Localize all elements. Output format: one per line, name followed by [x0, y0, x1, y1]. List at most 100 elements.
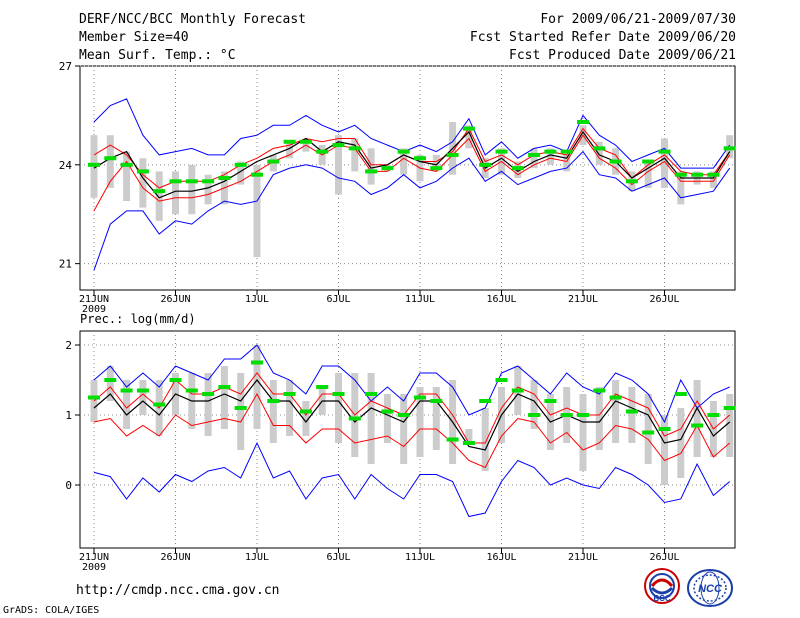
spread-box — [579, 394, 587, 471]
x-tick-label: 26JUL — [649, 552, 679, 563]
spread-box — [286, 380, 294, 436]
observed-marker — [169, 378, 182, 382]
observed-marker — [88, 162, 100, 167]
title-left-1: DERF/NCC/BCC Monthly Forecast — [79, 12, 306, 27]
x-tick-label: 26JUL — [649, 294, 679, 305]
spread-box — [383, 394, 391, 443]
x-tick-label: 26JUN — [160, 294, 190, 305]
series-mean-line — [93, 379, 731, 451]
observed-marker — [283, 392, 296, 396]
observed-marker — [365, 169, 378, 174]
spread-box — [628, 387, 636, 443]
observed-marker — [446, 152, 459, 157]
observed-marker — [658, 149, 671, 154]
observed-marker — [299, 409, 312, 414]
series-max-line — [93, 344, 730, 424]
x-tick-label: 21JUL — [568, 552, 598, 563]
x-tick-label: 21JUN — [79, 294, 109, 305]
spread-box — [155, 171, 163, 221]
spread-box — [465, 429, 473, 443]
y-tick-label: 1 — [65, 409, 72, 422]
spread-box — [661, 415, 668, 485]
title-left-3: Mean Surf. Temp.: °C — [79, 48, 236, 63]
x-tick-label: 16JUL — [486, 294, 516, 305]
spread-box — [465, 125, 473, 149]
x-tick-label: 11JUL — [405, 294, 435, 305]
source-url[interactable]: http://cmdp.ncc.cma.gov.cn — [76, 583, 280, 598]
observed-marker — [153, 402, 166, 407]
observed-marker — [609, 159, 622, 164]
observed-marker — [153, 189, 166, 194]
observed-marker — [267, 159, 280, 164]
observed-marker — [120, 388, 133, 393]
observed-marker — [234, 162, 247, 167]
observed-marker — [218, 385, 231, 389]
observed-marker — [169, 179, 182, 184]
observed-marker — [511, 388, 524, 393]
observed-marker — [136, 169, 149, 174]
spread-box — [172, 171, 179, 215]
title-left-2: Member Size=40 — [79, 30, 189, 45]
x-tick-label: 21JUN — [79, 552, 109, 563]
observed-marker — [609, 395, 622, 400]
observed-marker — [316, 149, 329, 154]
observed-marker — [251, 360, 263, 365]
observed-marker — [658, 427, 671, 431]
spread-box — [400, 148, 408, 175]
spread-box — [726, 394, 734, 457]
observed-marker — [462, 441, 475, 445]
title-right-3: Fcst Produced Date 2009/06/21 — [509, 48, 736, 63]
observed-marker — [332, 392, 345, 396]
observed-marker — [691, 172, 704, 177]
observed-marker — [674, 172, 687, 177]
spread-box — [302, 401, 310, 436]
spread-box — [432, 387, 440, 450]
x-tick-label: 1JUL — [245, 294, 269, 305]
observed-marker — [707, 172, 720, 177]
observed-marker — [593, 146, 606, 151]
chart-panel-temperature: 21JUN 26JUN 1JUL 6JUL 11JUL 16JUL 21JUL 26JUL 20… — [59, 60, 736, 315]
title-right-1: For 2009/06/21-2009/07/30 — [540, 12, 736, 27]
series-min-line — [93, 150, 731, 271]
observed-marker — [381, 166, 394, 171]
observed-marker — [479, 399, 492, 403]
observed-marker — [283, 139, 296, 144]
x-tick-label: 6JUL — [326, 294, 350, 305]
observed-marker — [511, 166, 524, 171]
observed-marker — [348, 416, 361, 421]
spread-box — [661, 138, 668, 188]
spread-box — [367, 373, 375, 464]
observed-marker — [560, 413, 573, 417]
observed-marker — [625, 179, 638, 184]
title-right-2: Fcst Started Refer Date 2009/06/20 — [469, 30, 736, 45]
observed-marker — [430, 166, 443, 171]
spread-box — [677, 408, 685, 478]
spread-box — [677, 171, 685, 205]
spread-box — [335, 373, 342, 443]
plot-frame — [79, 330, 736, 549]
observed-marker — [316, 385, 329, 389]
observed-marker — [495, 149, 508, 154]
spread-box — [188, 164, 196, 215]
observed-marker — [88, 395, 100, 400]
series-p90-line — [93, 372, 731, 444]
spread-box — [351, 138, 359, 172]
observed-marker — [544, 399, 557, 403]
spread-box — [204, 174, 212, 205]
observed-marker — [104, 156, 117, 161]
spread-box — [644, 161, 652, 188]
spread-box — [693, 380, 701, 457]
observed-marker — [560, 149, 573, 154]
observed-marker — [104, 378, 117, 382]
observed-marker — [430, 399, 443, 403]
spread-box — [123, 151, 131, 202]
x-tick-label: 11JUL — [405, 552, 435, 563]
observed-marker — [267, 399, 280, 403]
x-year-label: 2009 — [82, 304, 106, 315]
observed-marker — [723, 406, 736, 410]
observed-marker — [593, 388, 606, 393]
spread-box — [269, 380, 277, 443]
spread-box — [204, 373, 212, 436]
spread-box — [367, 148, 375, 185]
